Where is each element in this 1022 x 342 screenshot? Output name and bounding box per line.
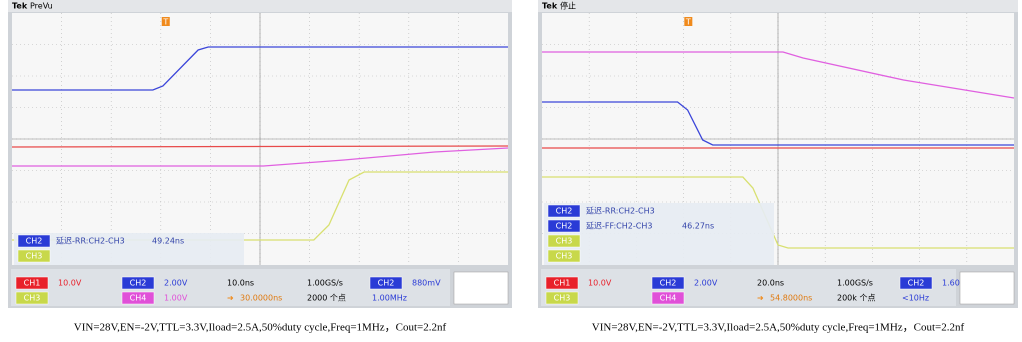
trigger-level: 880mV: [412, 279, 441, 288]
caption: VIN=28V,EN=-2V,TTL=3.3V,Iload=2.5A,50%du…: [592, 322, 965, 334]
page: TekPreVuTCH2延迟-RR:CH2-CH349.24nsCH3CH110…: [0, 0, 1022, 342]
brand: Tek: [542, 2, 558, 11]
channel-scale: 1.00V: [164, 294, 188, 303]
position: 54.8000ns: [770, 294, 812, 303]
trigger-channel-label: CH2: [378, 279, 395, 288]
channel-badge-label: CH3: [554, 294, 571, 303]
channel-badge-label: CH1: [24, 279, 41, 288]
measurement-label: 延迟-RR:CH2-CH3: [586, 206, 655, 216]
blank-box: [454, 272, 508, 304]
top-bar: [8, 0, 512, 12]
channel-badge-label: CH3: [24, 294, 41, 303]
measurement-value: 49.24ns: [152, 237, 184, 246]
status: 停止: [560, 1, 576, 11]
channel-badge-label: CH2: [130, 279, 147, 288]
trigger-channel-label: CH2: [908, 279, 925, 288]
frequency: 1.00MHz: [372, 294, 407, 303]
caption: VIN=28V,EN=-2V,TTL=3.3V,Iload=2.5A,50%du…: [74, 322, 447, 334]
channel-badge-label: CH4: [130, 294, 147, 303]
measurement-channel-label: CH2: [556, 207, 573, 216]
position-arrow: ➜: [757, 294, 764, 303]
record-length: 2000 个点: [307, 294, 346, 303]
frequency: <10Hz: [902, 294, 929, 303]
measurement-label: 延迟-RR:CH2-CH3: [56, 236, 125, 246]
brand: Tek: [12, 2, 28, 11]
measurement-value: 46.27ns: [682, 222, 714, 231]
record-length: 200k 个点: [837, 294, 875, 303]
channel-badge-label: CH1: [554, 279, 571, 288]
channel-scale: 2.00V: [694, 279, 718, 288]
measurement-channel-label: CH3: [26, 252, 43, 261]
measurement-channel-label: CH3: [556, 252, 573, 261]
timebase: 20.0ns: [757, 279, 784, 288]
blank-box: [960, 272, 1014, 304]
sample-rate: 1.00GS/s: [307, 279, 343, 288]
channel-scale: 10.0V: [588, 279, 612, 288]
channel-scale: 10.0V: [58, 279, 82, 288]
channel-badge-label: CH2: [660, 279, 677, 288]
timebase: 10.0ns: [227, 279, 254, 288]
settings-panel: [541, 269, 956, 306]
trigger-marker: T: [685, 18, 691, 27]
measurement-channel-label: CH3: [556, 237, 573, 246]
position-arrow: ➜: [227, 294, 234, 303]
sample-rate: 1.00GS/s: [837, 279, 873, 288]
position: 30.0000ns: [240, 294, 282, 303]
channel-badge-label: CH4: [660, 294, 677, 303]
measurement-channel-label: CH2: [26, 237, 43, 246]
channel-scale: 2.00V: [164, 279, 188, 288]
trigger-marker: T: [162, 18, 168, 27]
measurement-channel-label: CH2: [556, 222, 573, 231]
top-bar: [538, 0, 1018, 12]
measurement-label: 延迟-FF:CH2-CH3: [586, 221, 652, 231]
status: PreVu: [30, 2, 53, 11]
